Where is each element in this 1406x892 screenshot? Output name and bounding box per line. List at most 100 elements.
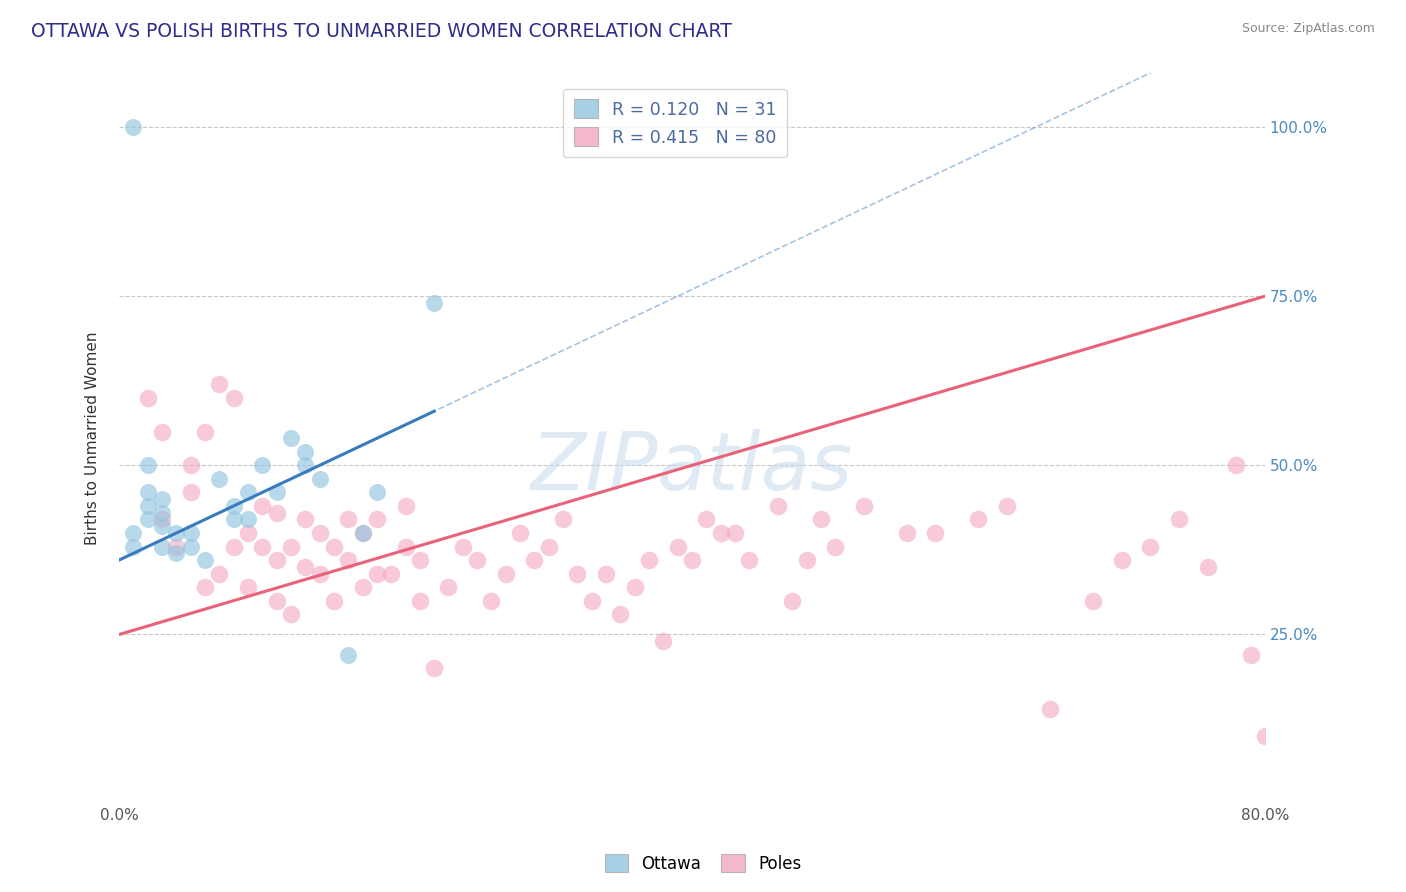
- Point: [136, 391, 159, 405]
- Text: OTTAWA VS POLISH BIRTHS TO UNMARRIED WOMEN CORRELATION CHART: OTTAWA VS POLISH BIRTHS TO UNMARRIED WOM…: [31, 22, 731, 41]
- Point: [294, 458, 316, 473]
- Point: [366, 512, 388, 526]
- Point: [523, 553, 546, 567]
- Point: [266, 485, 288, 500]
- Point: [766, 499, 789, 513]
- Point: [252, 540, 274, 554]
- Point: [967, 512, 990, 526]
- Point: [352, 526, 374, 541]
- Point: [280, 607, 302, 622]
- Point: [366, 566, 388, 581]
- Point: [567, 566, 589, 581]
- Point: [1254, 729, 1277, 743]
- Point: [1111, 553, 1133, 567]
- Point: [738, 553, 761, 567]
- Point: [481, 593, 503, 607]
- Point: [1039, 702, 1062, 716]
- Point: [252, 499, 274, 513]
- Point: [724, 526, 747, 541]
- Point: [337, 648, 360, 662]
- Point: [366, 485, 388, 500]
- Point: [695, 512, 717, 526]
- Point: [122, 540, 145, 554]
- Point: [122, 120, 145, 134]
- Point: [150, 506, 173, 520]
- Point: [136, 499, 159, 513]
- Point: [1225, 458, 1247, 473]
- Point: [322, 540, 344, 554]
- Point: [136, 458, 159, 473]
- Point: [394, 499, 416, 513]
- Point: [465, 553, 488, 567]
- Point: [824, 540, 846, 554]
- Point: [150, 512, 173, 526]
- Text: Source: ZipAtlas.com: Source: ZipAtlas.com: [1241, 22, 1375, 36]
- Point: [652, 634, 675, 648]
- Y-axis label: Births to Unmarried Women: Births to Unmarried Women: [86, 332, 100, 545]
- Point: [352, 580, 374, 594]
- Point: [280, 431, 302, 445]
- Point: [266, 506, 288, 520]
- Point: [710, 526, 733, 541]
- Point: [194, 580, 217, 594]
- Point: [165, 546, 187, 560]
- Point: [150, 492, 173, 507]
- Text: ZIPatlas: ZIPatlas: [531, 428, 853, 507]
- Point: [609, 607, 631, 622]
- Point: [150, 540, 173, 554]
- Point: [796, 553, 818, 567]
- Point: [380, 566, 402, 581]
- Point: [1081, 593, 1104, 607]
- Point: [294, 445, 316, 459]
- Point: [136, 485, 159, 500]
- Point: [150, 425, 173, 439]
- Point: [266, 593, 288, 607]
- Point: [337, 512, 360, 526]
- Point: [308, 566, 330, 581]
- Point: [208, 566, 231, 581]
- Point: [222, 540, 245, 554]
- Point: [180, 485, 202, 500]
- Point: [337, 553, 360, 567]
- Point: [222, 512, 245, 526]
- Point: [623, 580, 645, 594]
- Point: [252, 458, 274, 473]
- Point: [423, 661, 446, 675]
- Point: [294, 559, 316, 574]
- Point: [208, 377, 231, 392]
- Point: [509, 526, 531, 541]
- Point: [352, 526, 374, 541]
- Point: [581, 593, 603, 607]
- Point: [409, 593, 432, 607]
- Point: [409, 553, 432, 567]
- Point: [995, 499, 1018, 513]
- Point: [236, 512, 259, 526]
- Point: [666, 540, 689, 554]
- Point: [208, 472, 231, 486]
- Point: [1197, 559, 1219, 574]
- Point: [681, 553, 703, 567]
- Point: [165, 526, 187, 541]
- Point: [194, 553, 217, 567]
- Point: [495, 566, 517, 581]
- Point: [595, 566, 617, 581]
- Point: [136, 512, 159, 526]
- Point: [180, 526, 202, 541]
- Point: [180, 540, 202, 554]
- Point: [551, 512, 574, 526]
- Point: [1139, 540, 1161, 554]
- Point: [308, 526, 330, 541]
- Point: [924, 526, 946, 541]
- Point: [451, 540, 474, 554]
- Point: [122, 526, 145, 541]
- Point: [780, 593, 803, 607]
- Point: [394, 540, 416, 554]
- Point: [194, 425, 217, 439]
- Point: [180, 458, 202, 473]
- Point: [638, 553, 661, 567]
- Legend: Ottawa, Poles: Ottawa, Poles: [598, 847, 808, 880]
- Point: [308, 472, 330, 486]
- Point: [222, 499, 245, 513]
- Point: [322, 593, 344, 607]
- Point: [266, 553, 288, 567]
